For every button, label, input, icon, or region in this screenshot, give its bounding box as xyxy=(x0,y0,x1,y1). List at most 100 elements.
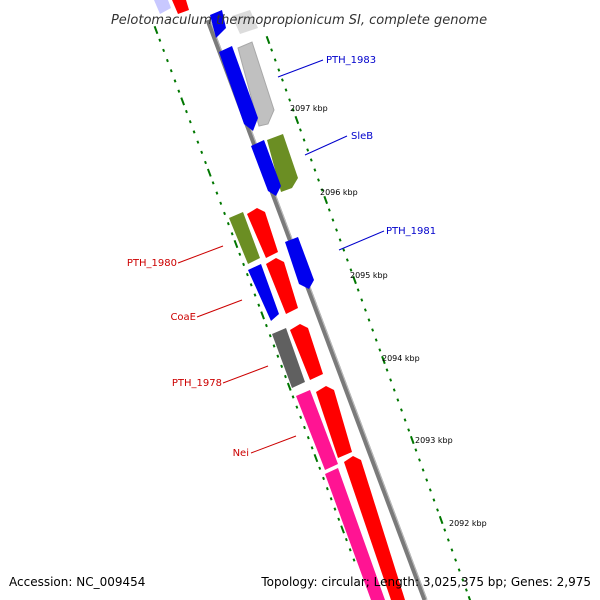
minor-tick xyxy=(428,488,432,492)
major-tick xyxy=(180,97,185,106)
major-tick xyxy=(233,239,239,249)
major-tick xyxy=(467,595,472,600)
minor-tick xyxy=(185,109,188,114)
minor-tick xyxy=(215,191,219,195)
minor-tick xyxy=(165,58,169,63)
minor-tick xyxy=(389,378,393,382)
minor-tick xyxy=(169,69,173,73)
leader-line xyxy=(250,435,297,454)
gene-arrow-pth-1981[interactable] xyxy=(285,237,314,289)
tick-labels: 2097 kbp 2096 kbp 2095 kbp 2094 kbp 2093 kbp… xyxy=(290,104,487,528)
gene-arrow-pth-1978[interactable] xyxy=(272,328,305,388)
minor-tick xyxy=(325,486,329,491)
gene-arrow-coae[interactable] xyxy=(248,264,279,321)
minor-tick xyxy=(242,262,246,267)
major-tick xyxy=(438,515,444,525)
genome-summary-text: Topology: circular; Length: 3,025,375 bp… xyxy=(260,575,591,589)
minor-tick xyxy=(360,298,364,302)
major-tick xyxy=(265,35,271,45)
gene-arrow-nei[interactable] xyxy=(296,390,338,470)
gene-arrow[interactable] xyxy=(251,140,281,196)
minor-tick xyxy=(281,78,284,82)
minor-tick xyxy=(421,468,425,472)
gene-arrow-pth-1980[interactable] xyxy=(229,212,260,264)
minor-tick xyxy=(196,140,200,144)
minor-tick xyxy=(158,38,162,42)
gene-label: PTH_1980 xyxy=(127,258,177,269)
minor-tick xyxy=(192,130,196,134)
minor-tick xyxy=(253,293,257,297)
gene-arrow[interactable] xyxy=(247,208,278,258)
gene-arrow[interactable] xyxy=(210,10,226,38)
minor-tick xyxy=(464,588,468,592)
accession-text: Accession: NC_009454 xyxy=(9,575,145,589)
gene-arrow[interactable] xyxy=(316,386,352,458)
gene-arrow[interactable] xyxy=(344,456,405,600)
minor-tick xyxy=(348,548,352,552)
minor-tick xyxy=(436,508,439,512)
minor-tick xyxy=(272,344,276,348)
minor-tick xyxy=(425,478,429,482)
minor-tick xyxy=(318,466,322,470)
minor-tick xyxy=(352,558,356,562)
tick-label: 2096 kbp xyxy=(320,188,358,197)
major-tick xyxy=(206,168,212,177)
minor-tick xyxy=(291,395,295,399)
gene-label: PTH_1983 xyxy=(326,55,376,66)
minor-tick xyxy=(245,272,249,277)
gene-label: CoaE xyxy=(170,312,196,323)
minor-tick xyxy=(392,388,396,392)
gene-arrow[interactable] xyxy=(266,258,298,314)
gene-label: SleB xyxy=(351,131,373,142)
leader-line xyxy=(304,135,348,156)
minor-tick xyxy=(188,120,192,124)
major-tick xyxy=(153,25,159,35)
outer-tick-ring xyxy=(265,35,472,600)
major-tick xyxy=(352,275,357,285)
minor-tick xyxy=(284,88,288,92)
minor-tick xyxy=(356,288,360,292)
minor-tick xyxy=(443,528,447,532)
minor-tick xyxy=(378,348,382,352)
minor-tick xyxy=(302,138,306,142)
minor-tick xyxy=(345,258,349,262)
gene-label: PTH_1981 xyxy=(386,226,436,237)
minor-tick xyxy=(342,248,346,252)
minor-tick xyxy=(450,548,454,552)
gene-arrow[interactable] xyxy=(290,324,323,380)
minor-tick xyxy=(313,168,317,172)
minor-tick xyxy=(299,415,303,419)
minor-tick xyxy=(288,98,292,102)
gene-arrow[interactable] xyxy=(232,10,258,34)
minor-tick xyxy=(367,318,371,322)
gene-arrows xyxy=(154,0,405,600)
minor-tick xyxy=(306,436,310,440)
minor-tick xyxy=(270,48,274,52)
gene-arrow-sleb[interactable] xyxy=(267,134,298,192)
minor-tick xyxy=(280,364,284,369)
minor-tick xyxy=(371,328,375,332)
gene-arrow[interactable] xyxy=(219,46,258,131)
minor-tick xyxy=(407,428,411,432)
major-tick xyxy=(260,311,265,320)
minor-tick xyxy=(446,538,450,542)
major-tick xyxy=(381,355,386,365)
minor-tick xyxy=(291,108,295,112)
gene-arrow[interactable] xyxy=(154,0,171,14)
minor-tick xyxy=(317,178,320,182)
minor-tick xyxy=(219,201,223,205)
gene-label: PTH_1978 xyxy=(172,378,222,389)
minor-tick xyxy=(230,232,234,236)
gene-arrow[interactable] xyxy=(172,0,189,14)
gene-arrow[interactable] xyxy=(325,468,385,600)
minor-tick xyxy=(226,221,230,226)
minor-tick xyxy=(335,228,338,232)
minor-tick xyxy=(238,252,242,256)
minor-tick xyxy=(249,283,253,287)
minor-tick xyxy=(432,498,436,502)
tick-label: 2094 kbp xyxy=(382,354,420,363)
minor-tick xyxy=(320,188,324,192)
major-tick xyxy=(323,195,329,205)
